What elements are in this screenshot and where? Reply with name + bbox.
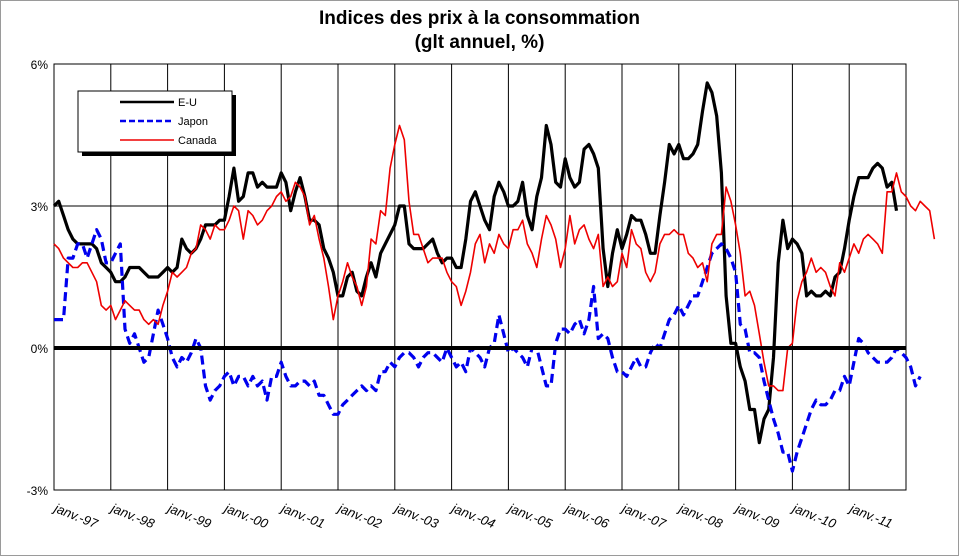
x-tick-label: janv.-11	[846, 500, 895, 531]
x-tick-label: janv.-00	[221, 500, 271, 532]
x-tick-label: janv.-99	[164, 500, 213, 532]
x-tick-label: janv.-02	[334, 500, 384, 532]
x-tick-label: janv.-04	[448, 500, 497, 532]
plot-border	[53, 63, 907, 491]
x-tick-label: janv.-05	[505, 500, 555, 532]
y-tick-label: 0%	[31, 342, 49, 356]
x-tick-label: janv.-98	[107, 500, 157, 532]
x-tick-label: janv.-08	[675, 500, 725, 532]
x-tick-label: janv.-01	[278, 500, 327, 532]
legend-label: E-U	[178, 97, 197, 109]
x-tick-label: janv.-03	[391, 500, 441, 532]
x-tick-label: janv.-06	[562, 500, 612, 532]
x-tick-label: janv.-10	[789, 500, 839, 532]
y-tick-label: 3%	[31, 200, 49, 214]
series-line-japon	[54, 228, 922, 473]
legend-label: Canada	[178, 135, 217, 147]
y-tick-label: -3%	[27, 484, 49, 498]
legend-label: Japon	[178, 116, 208, 128]
chart-title: Indices des prix à la consommation	[319, 8, 640, 29]
chart-subtitle: (glt annuel, %)	[414, 32, 545, 53]
x-tick-label: janv.-09	[732, 500, 781, 532]
y-tick-label: 6%	[31, 58, 49, 72]
x-tick-label: janv.-07	[618, 500, 668, 532]
x-tick-label: janv.-97	[50, 500, 100, 532]
